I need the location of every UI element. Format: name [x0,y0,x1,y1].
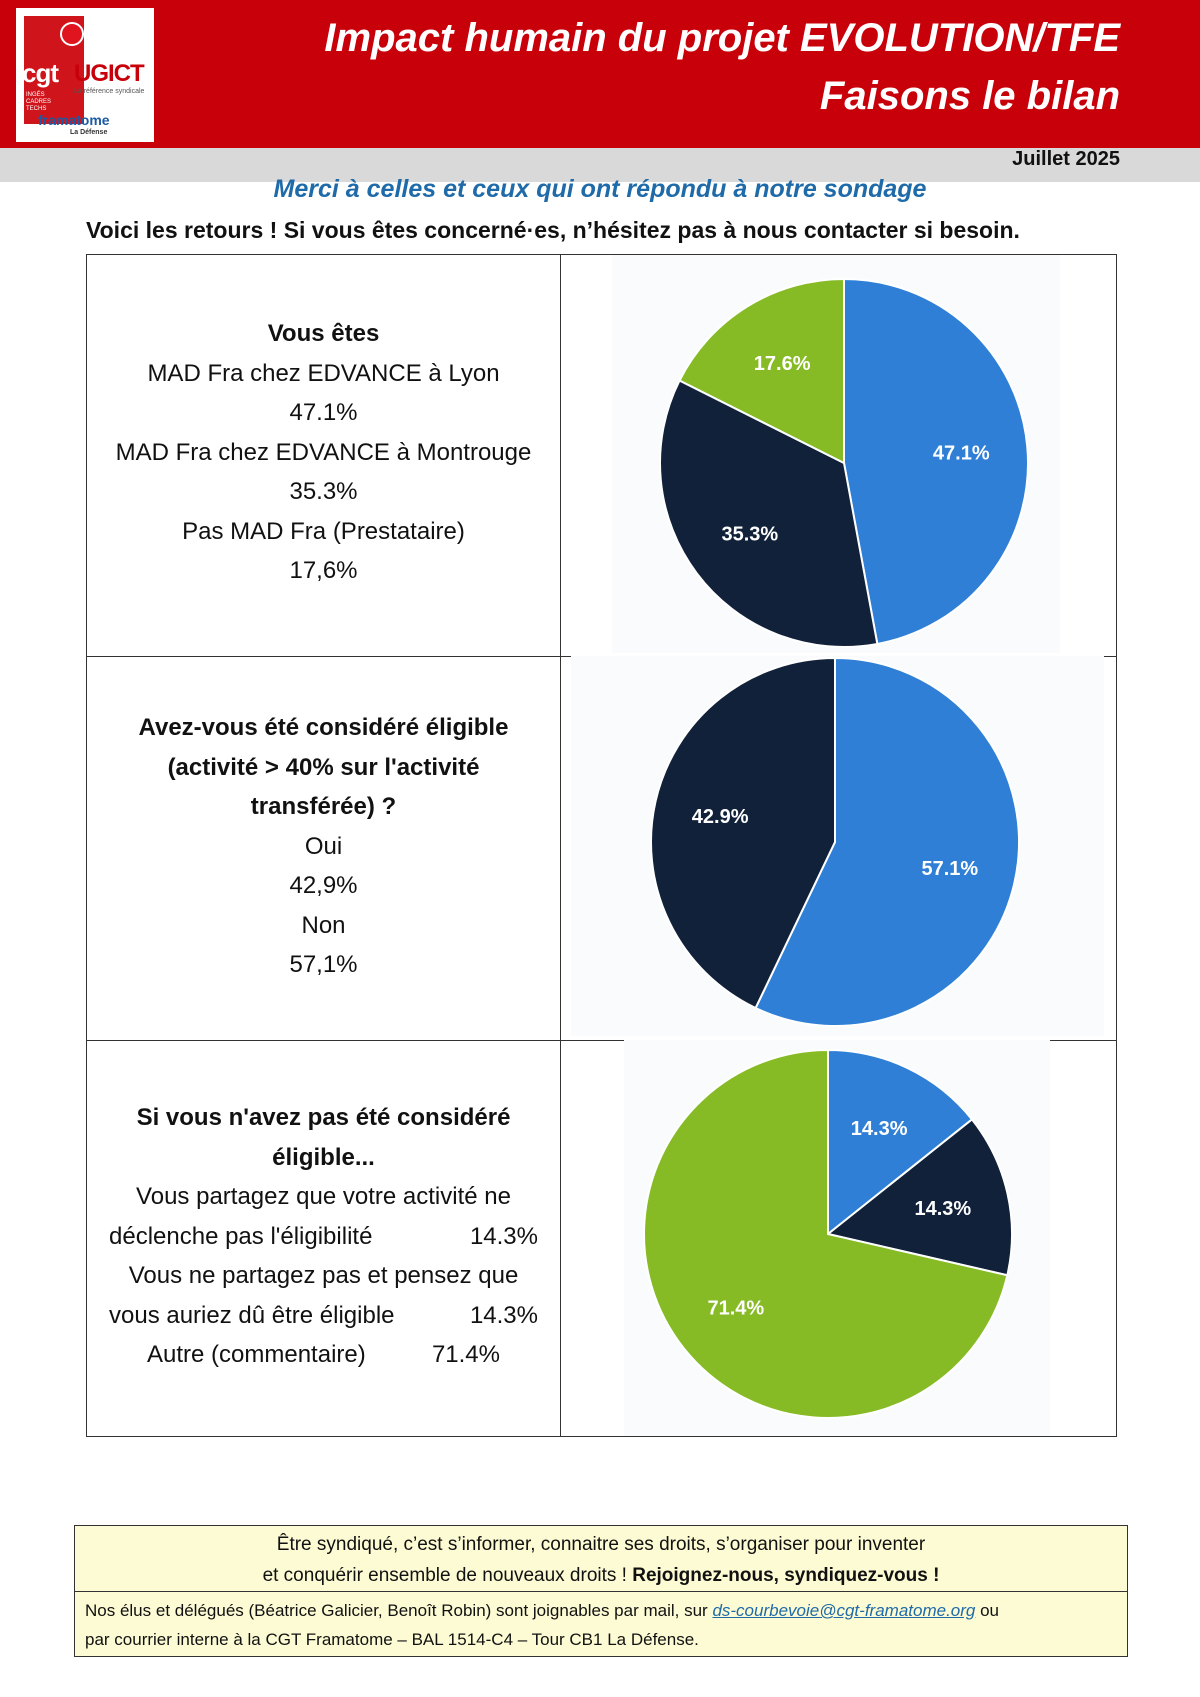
logo-ict: INGÉS CADRES TECHS [26,92,52,112]
pie-chart-3: 14.3% 14.3% 71.4% [643,1048,1013,1419]
pie-slice [827,1048,974,1237]
pie-slice [643,1048,1009,1419]
answer-value: 14.3% [469,1301,538,1329]
cgt-ugict-framatome-logo: cgt UGICT La référence syndicale INGÉS C… [16,8,154,142]
answer-value: 71.4% [431,1341,500,1368]
thanks-line: Merci à celles et ceux qui ont répondu à… [273,175,927,203]
answer-label: Autre (commentaire) [147,1341,366,1368]
contact-text: Nos élus et délégués (Béatrice Galicier,… [85,1601,713,1620]
table-vertical-divider [560,255,561,1436]
pie-slice [650,656,836,1010]
slice-label: 14.3% [851,1118,908,1140]
slice-label: 42.9% [692,806,749,828]
logo-site: La Défense [70,129,108,136]
slice-label: 17.6% [754,353,811,375]
email-link[interactable]: ds-courbevoie@cgt-framatome.org [712,1601,976,1620]
contact-text: ou [975,1601,999,1620]
slice-label: 57.1% [921,858,978,880]
answer-row: vous auriez dû être éligible 14.3% [87,1296,560,1336]
answer-label: vous auriez dû être éligible [109,1301,395,1329]
logo-framatome: framatome [38,112,110,128]
pie-chart-2: 57.1% 42.9% [650,656,1020,1027]
answer-label: Vous partagez que votre activité ne [136,1183,511,1210]
answer-label: déclenche pas l'éligibilité [109,1222,373,1250]
pie-slice [754,656,1020,1027]
table-row-divider [87,1040,1116,1041]
pie-slice [825,1118,1013,1277]
page-title: Impact humain du projet EVOLUTION/TFE [324,16,1120,60]
answer-label: Vous ne partagez pas et pensez que [128,1262,519,1289]
pie-chart-1-panel: 47.1% 35.3% 17.6% [612,255,1060,653]
answer-label: MAD Fra chez EDVANCE à Lyon [147,359,500,387]
question-3-line: éligible... [272,1143,375,1171]
header-shadow [0,148,1200,182]
answer-value: 42,9% [289,872,358,899]
question-2-line: Avez-vous été considéré éligible [138,714,509,741]
page-subtitle: Faisons le bilan [819,74,1120,118]
answer-value: 35.3% [289,478,358,505]
pie-slice [678,277,845,465]
footer-slogan-line: Être syndiqué, c’est s’informer, connait… [276,1534,926,1555]
slice-label: 71.4% [708,1297,765,1319]
footer-slogan: Être syndiqué, c’est s’informer, connait… [75,1526,1127,1592]
footer-slogan-text: et conquérir ensemble de nouveaux droits… [262,1565,633,1586]
question-block-1: Vous êtes MAD Fra chez EDVANCE à Lyon 47… [87,314,560,591]
answer-value: 14.3% [469,1222,538,1250]
contact-line: Nos élus et délégués (Béatrice Galicier,… [85,1596,1115,1625]
answer-label: MAD Fra chez EDVANCE à Montrouge [115,438,532,466]
question-2-line: transférée) ? [250,793,397,820]
header-banner [0,0,1200,162]
survey-table: Vous êtes MAD Fra chez EDVANCE à Lyon 47… [86,254,1117,1437]
logo-cgt: cgt [22,58,59,88]
answer-value: 57,1% [289,951,358,978]
question-block-3: Si vous n'avez pas été considéré éligibl… [87,1098,560,1375]
logo-tagline: La référence syndicale [74,88,145,95]
question-1: Vous êtes [267,320,380,347]
answer-row: déclenche pas l'éligibilité 14.3% [87,1217,560,1257]
pie-chart-3-panel: 14.3% 14.3% 71.4% [624,1040,1050,1436]
slice-label: 47.1% [933,442,990,464]
pie-chart-1: 47.1% 35.3% 17.6% [659,277,1030,648]
answer-label: Non [301,911,346,939]
join-us-callout: Rejoignez-nous, syndiquez-vous ! [632,1565,940,1586]
answer-label: Oui [304,832,343,860]
question-block-2: Avez-vous été considéré éligible (activi… [87,708,560,985]
poppy-icon [60,22,84,46]
question-2-line: (activité > 40% sur l'activité [167,753,480,781]
answer-value: 47.1% [289,399,358,426]
answer-row: Autre (commentaire) 71.4% [87,1335,560,1375]
slice-label: 14.3% [914,1198,971,1220]
pie-slice [843,277,1030,646]
footer-slogan-line: et conquérir ensemble de nouveaux droits… [75,1560,1127,1591]
intro-line: Voici les retours ! Si vous êtes concern… [86,217,1020,243]
footer-box: Être syndiqué, c’est s’informer, connait… [74,1525,1128,1657]
contact-line: par courrier interne à la CGT Framatome … [85,1630,699,1649]
footer-contact: Nos élus et délégués (Béatrice Galicier,… [85,1596,1115,1654]
question-3-line: Si vous n'avez pas été considéré [136,1104,511,1131]
slice-label: 35.3% [721,524,778,546]
pie-slice [659,379,879,648]
logo-ugict: UGICT [74,60,145,87]
publication-date: Juillet 2025 [1012,148,1120,170]
answer-label: Pas MAD Fra (Prestataire) [182,517,465,545]
answer-value: 17,6% [289,557,358,584]
pie-chart-2-panel: 57.1% 42.9% [571,656,1104,1036]
